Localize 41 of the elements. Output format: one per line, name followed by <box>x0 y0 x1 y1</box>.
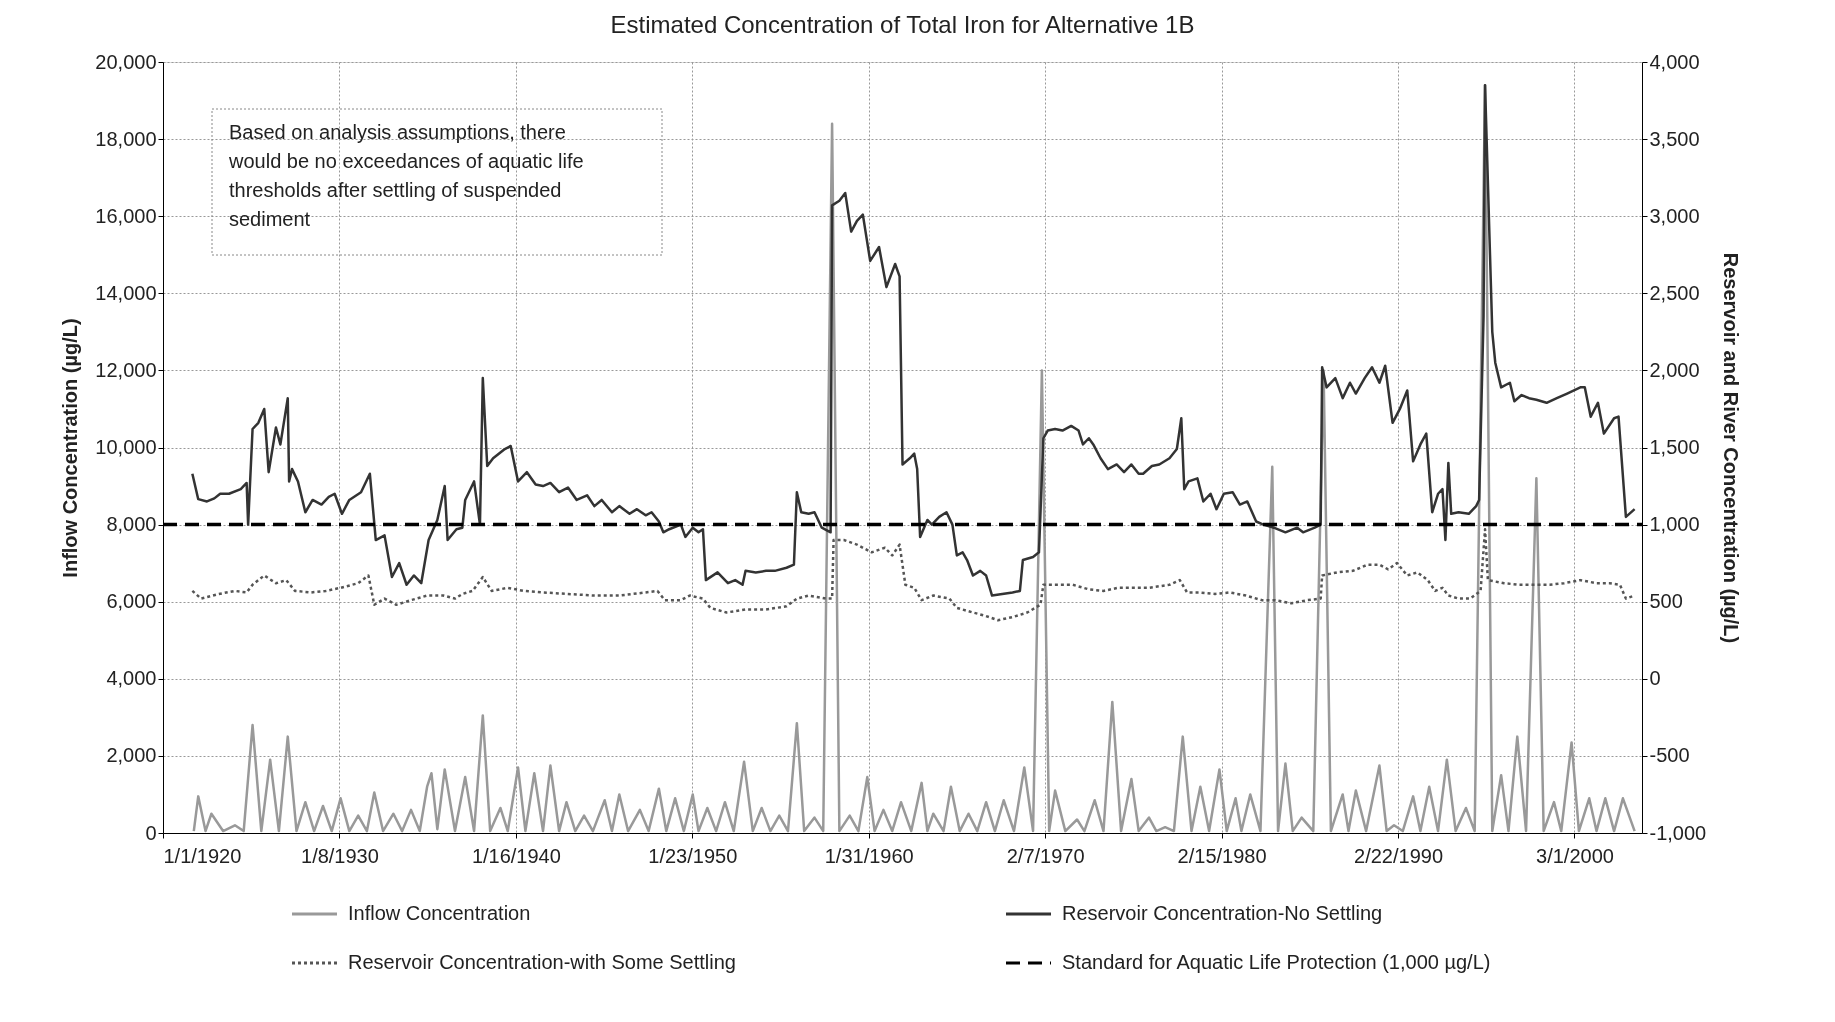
legend-label: Reservoir Concentration-with Some Settling <box>348 951 736 973</box>
y-tick-label: 12,000 <box>95 358 157 381</box>
y2-tick-label: 0 <box>1649 667 1661 690</box>
annotation: Based on analysis assumptions, there would be no exceedances of aquatic life thresholds after settling of suspended sediment <box>228 121 584 230</box>
y2-axis-title: Reservoir and River Concentration (µg/L) <box>1720 252 1743 644</box>
y-tick-label: 14,000 <box>95 281 157 304</box>
y2-tick-label: 4,000 <box>1649 50 1700 73</box>
y-tick-label: 16,000 <box>95 204 157 227</box>
y-tick-label: 4,000 <box>106 667 157 690</box>
legend-label: Reservoir Concentration-No Settling <box>1062 902 1383 924</box>
x-tick-label: 1/8/1930 <box>301 844 379 867</box>
y2-tick-label: 1,500 <box>1649 436 1700 458</box>
y-tick-label: 10,000 <box>95 436 157 458</box>
y2-tick-label: 2,000 <box>1649 358 1700 381</box>
legend-label: Inflow Concentration <box>348 902 531 924</box>
x-tick-label: 2/15/1980 <box>1177 844 1267 867</box>
x-tick-label: 1/31/1960 <box>824 844 914 867</box>
chart-title: Estimated Concentration of Total Iron for Alternative 1B <box>610 11 1195 38</box>
x-tick-label: 2/22/1990 <box>1354 844 1444 867</box>
x-tick-label: 1/1/1920 <box>163 844 242 867</box>
y-axis-title: Inflow Concentration (µg/L) <box>59 318 82 578</box>
y2-tick-label: 1,000 <box>1649 513 1700 536</box>
legend-label: Standard for Aquatic Life Protection (1,000 µg/L) <box>1062 951 1491 973</box>
y2-tick-label: -500 <box>1649 744 1690 767</box>
y2-tick-label: 500 <box>1649 590 1683 613</box>
x-tick-label: 2/7/1970 <box>1006 844 1085 867</box>
y2-tick-label: -1,000 <box>1649 821 1707 844</box>
y-tick-label: 18,000 <box>95 127 157 150</box>
line-series <box>191 83 1636 597</box>
y2-tick-label: 3,000 <box>1649 204 1700 227</box>
x-tick-label: 1/16/1940 <box>471 844 561 867</box>
y-tick-label: 6,000 <box>106 590 157 613</box>
y2-tick-label: 3,500 <box>1649 127 1700 150</box>
y-tick-label: 20,000 <box>95 50 157 73</box>
x-tick-label: 3/1/2000 <box>1536 844 1614 867</box>
line-series <box>191 527 1636 622</box>
y-tick-label: 8,000 <box>106 513 157 536</box>
y-tick-label: 2,000 <box>106 744 157 767</box>
y-tick-label: 0 <box>145 821 157 844</box>
x-tick-label: 1/23/1950 <box>648 844 738 867</box>
y2-tick-label: 2,500 <box>1649 281 1700 304</box>
